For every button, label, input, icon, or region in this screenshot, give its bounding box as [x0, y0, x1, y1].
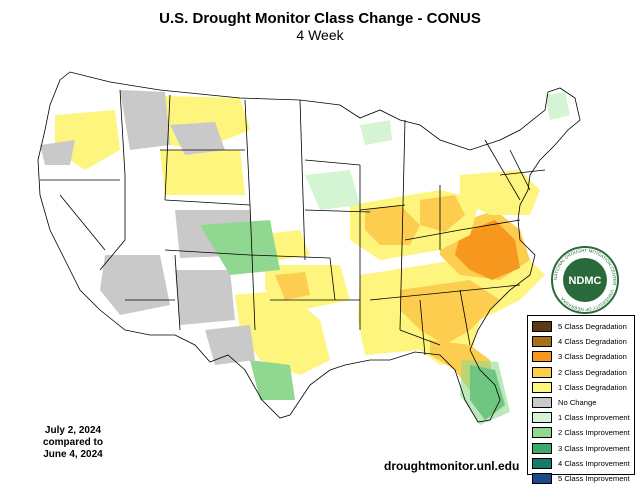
legend-swatch — [532, 412, 552, 424]
indiana-2-class — [365, 205, 420, 245]
ndmc-logo: NDMC NATIONAL DROUGHT MITIGATION CENTER … — [551, 246, 619, 314]
logo-inner-disk — [563, 258, 607, 302]
michigan-improvement — [360, 120, 392, 145]
legend-swatch — [532, 351, 552, 363]
map-title: U.S. Drought Monitor Class Change - CONU… — [159, 10, 481, 27]
legend-label: 4 Class Improvement — [558, 458, 630, 468]
compared-label: compared to — [42, 437, 103, 448]
current-date: July 2, 2024 — [44, 425, 102, 436]
state-boundaries — [37, 71, 581, 423]
legend-row: 1 Class Degradation — [532, 380, 630, 395]
maine-improvement — [545, 92, 570, 120]
legend-label: 5 Class Improvement — [558, 473, 630, 483]
wyoming-1-class — [160, 150, 245, 195]
logo-text: NDMC — [569, 275, 602, 287]
previous-date: June 4, 2024 — [43, 449, 103, 460]
legend-swatch — [532, 321, 552, 333]
legend-label: 1 Class Degradation — [558, 382, 627, 392]
legend-label: 4 Class Degradation — [558, 337, 627, 347]
nevada-no-change — [40, 140, 75, 165]
legend-label: 2 Class Improvement — [558, 428, 630, 438]
legend-row: 4 Class Degradation — [532, 334, 630, 349]
legend-label: No Change — [558, 398, 597, 408]
northeast-1-class — [460, 170, 540, 215]
conus-outline — [37, 71, 581, 423]
legend-row: 4 Class Improvement — [532, 456, 630, 471]
legend-label: 1 Class Improvement — [558, 413, 630, 423]
legend-swatch — [532, 336, 552, 348]
legend-swatch — [532, 381, 552, 393]
plains-improvement — [200, 220, 280, 275]
southwest-no-change — [100, 255, 170, 315]
montana-no-change — [170, 122, 225, 155]
state-lines — [40, 89, 546, 356]
date-block: July 2, 2024 compared to June 4, 2024 — [33, 425, 113, 461]
south-texas-improvement — [250, 360, 295, 400]
legend-row: 3 Class Improvement — [532, 441, 630, 456]
legend-swatch — [532, 366, 552, 378]
legend-row: No Change — [532, 395, 630, 410]
map-subtitle: 4 Week — [296, 27, 344, 43]
website-url[interactable]: droughtmonitor.unl.edu — [384, 459, 520, 473]
legend-swatch — [532, 427, 552, 439]
upper-midwest-improvement — [305, 170, 360, 210]
legend-swatch — [532, 442, 552, 454]
legend-label: 3 Class Improvement — [558, 443, 630, 453]
new-mexico-no-change — [175, 270, 235, 325]
improvement-areas — [200, 92, 570, 425]
legend-swatch — [532, 397, 552, 409]
virginia-3-class — [455, 220, 520, 280]
southeast-2-class — [400, 280, 500, 345]
idaho-no-change — [120, 90, 170, 150]
ohio-2-class — [420, 195, 465, 232]
oklahoma-2-class — [275, 272, 310, 300]
texas-central-1-class — [235, 290, 330, 375]
legend-row: 1 Class Improvement — [532, 410, 630, 425]
legend-swatch — [532, 457, 552, 469]
degradation-areas — [55, 95, 545, 405]
legend-swatch — [532, 472, 552, 484]
legend-label: 2 Class Degradation — [558, 367, 627, 377]
legend-row: 3 Class Degradation — [532, 349, 630, 364]
legend-row: 2 Class Improvement — [532, 425, 630, 440]
legend: 5 Class Degradation 4 Class Degradation 3 … — [527, 315, 635, 484]
legend-row: 5 Class Improvement — [532, 471, 630, 486]
west-texas-no-change — [205, 325, 255, 365]
legend-row: 5 Class Degradation — [532, 319, 630, 334]
legend-label: 3 Class Degradation — [558, 352, 627, 362]
florida-1-class-improvement — [460, 360, 510, 425]
legend-row: 2 Class Degradation — [532, 365, 630, 380]
legend-label: 5 Class Degradation — [558, 322, 627, 332]
